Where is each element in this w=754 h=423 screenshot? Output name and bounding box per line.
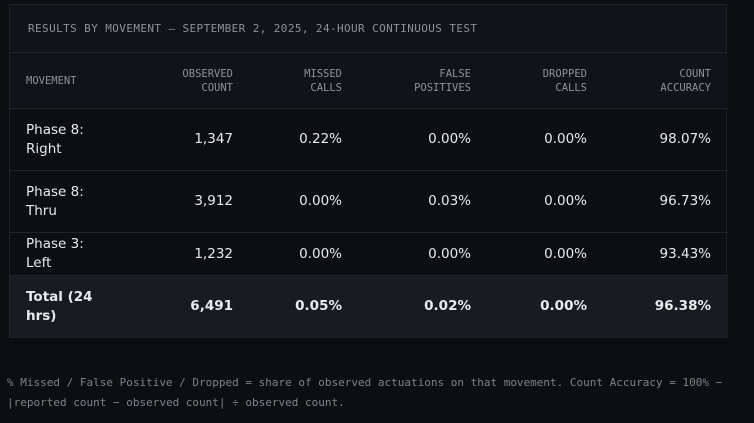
- table-footnote: % Missed / False Positive / Dropped = sh…: [7, 376, 723, 409]
- results-table-card: Results by movement — September 2, 2025,…: [9, 4, 728, 338]
- count-accuracy-cell: 96.73%: [604, 170, 728, 233]
- movement-cell: Phase 8: Thru: [10, 170, 110, 233]
- dropped-calls-cell: 0.00%: [488, 232, 604, 276]
- missed-calls-cell: 0.22%: [250, 108, 359, 171]
- dropped-calls-cell: 0.00%: [488, 108, 604, 171]
- header-observed-count: Observed count: [110, 53, 250, 109]
- movement-cell: Phase 3: Left: [10, 232, 110, 276]
- missed-calls-cell: 0.00%: [250, 170, 359, 233]
- header-row: Movement Observed count Missed calls False…: [10, 53, 728, 109]
- header-movement: Movement: [10, 53, 110, 109]
- false-positives-cell: 0.03%: [359, 170, 488, 233]
- total-missed-calls-cell: 0.05%: [250, 275, 359, 337]
- table-row: Phase 8: Right 1,347 0.22% 0.00% 0.00% 9…: [10, 108, 728, 171]
- total-dropped-calls-cell: 0.00%: [488, 275, 604, 337]
- total-label-cell: Total (24 hrs): [10, 275, 110, 337]
- total-row: Total (24 hrs) 6,491 0.05% 0.02% 0.00% 9…: [10, 275, 728, 337]
- header-dropped-calls: Dropped calls: [488, 53, 604, 109]
- movement-cell: Phase 8: Right: [10, 108, 110, 171]
- total-observed-count-cell: 6,491: [110, 275, 250, 337]
- missed-calls-cell: 0.00%: [250, 232, 359, 276]
- table-row: Phase 3: Left 1,232 0.00% 0.00% 0.00% 93…: [10, 232, 728, 276]
- observed-count-cell: 1,347: [110, 108, 250, 171]
- count-accuracy-cell: 93.43%: [604, 232, 728, 276]
- observed-count-cell: 1,232: [110, 232, 250, 276]
- results-table: Movement Observed count Missed calls False…: [10, 53, 728, 337]
- header-false-positives: False positives: [359, 53, 488, 109]
- false-positives-cell: 0.00%: [359, 232, 488, 276]
- header-count-accuracy: Count accuracy: [604, 53, 728, 109]
- count-accuracy-cell: 98.07%: [604, 108, 728, 171]
- dropped-calls-cell: 0.00%: [488, 170, 604, 233]
- total-false-positives-cell: 0.02%: [359, 275, 488, 337]
- total-count-accuracy-cell: 96.38%: [604, 275, 728, 337]
- table-row: Phase 8: Thru 3,912 0.00% 0.03% 0.00% 96…: [10, 170, 728, 233]
- false-positives-cell: 0.00%: [359, 108, 488, 171]
- table-caption: Results by movement — September 2, 2025,…: [10, 5, 726, 53]
- observed-count-cell: 3,912: [110, 170, 250, 233]
- header-missed-calls: Missed calls: [250, 53, 359, 109]
